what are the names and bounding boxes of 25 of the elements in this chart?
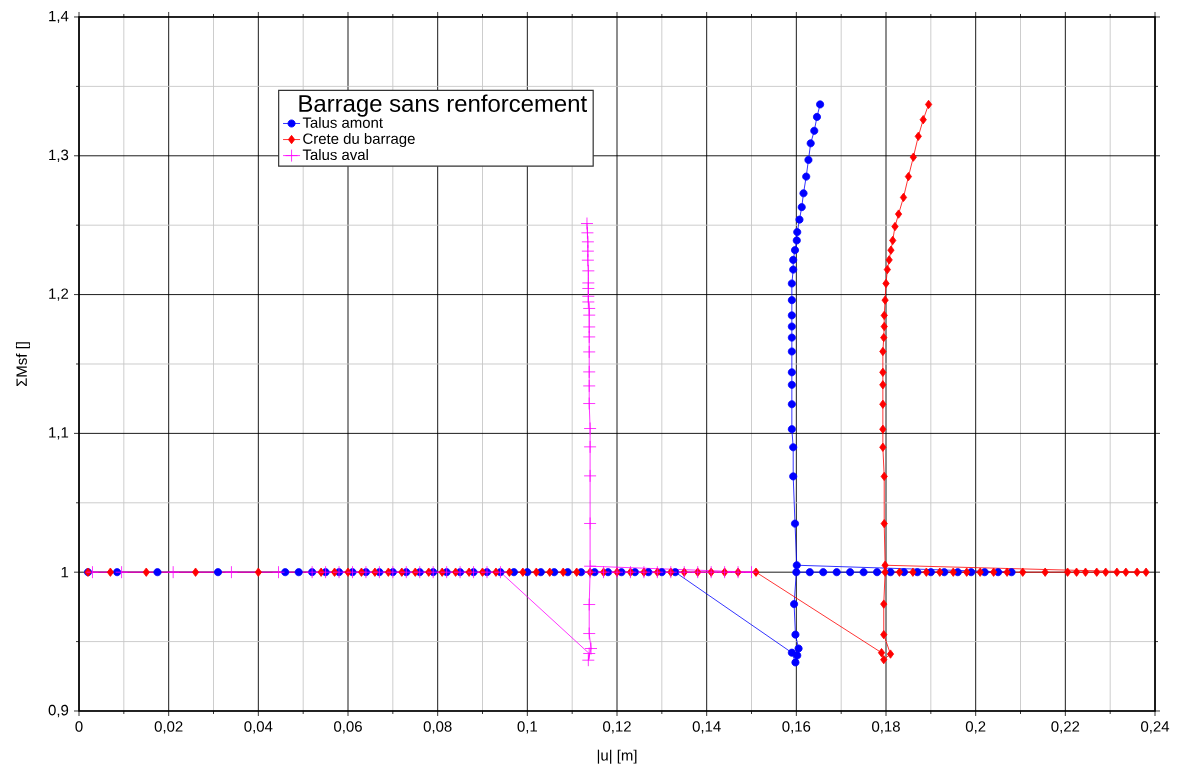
y-tick-label: 1,4 bbox=[49, 10, 69, 24]
x-tick-label: 0,1 bbox=[517, 721, 537, 734]
legend-title: Barrage sans renforcement bbox=[299, 94, 587, 117]
y-tick-label: 1,3 bbox=[49, 149, 69, 162]
x-tick-label: 0,08 bbox=[423, 721, 452, 734]
y-tick-label: 1,1 bbox=[49, 427, 69, 440]
x-axis-title: |u| [m] bbox=[597, 749, 637, 764]
x-tick-label: 0,24 bbox=[1141, 721, 1170, 734]
x-tick-label: 0,2 bbox=[965, 721, 986, 734]
y-tick-label: 1,2 bbox=[49, 288, 69, 301]
x-tick-label: 0,06 bbox=[334, 721, 362, 734]
y-tick-label: 0,9 bbox=[48, 704, 69, 718]
legend-label: Talus aval bbox=[302, 149, 368, 161]
x-tick-label: 0,22 bbox=[1051, 721, 1080, 734]
legend-label: Crete du barrage bbox=[303, 133, 415, 147]
y-tick-label: 1 bbox=[61, 567, 69, 578]
x-tick-label: 0,16 bbox=[782, 721, 811, 734]
x-tick-label: 0,18 bbox=[872, 721, 900, 734]
x-tick-label: 0,04 bbox=[244, 721, 273, 734]
y-axis-title: ΣMsf [] bbox=[15, 342, 30, 387]
x-tick-label: 0,02 bbox=[154, 721, 183, 734]
x-tick-label: 0,12 bbox=[603, 721, 631, 734]
legend-label: Talus amont bbox=[302, 116, 383, 128]
x-tick-label: 0,14 bbox=[692, 721, 721, 734]
x-tick-label: 0 bbox=[75, 721, 83, 732]
